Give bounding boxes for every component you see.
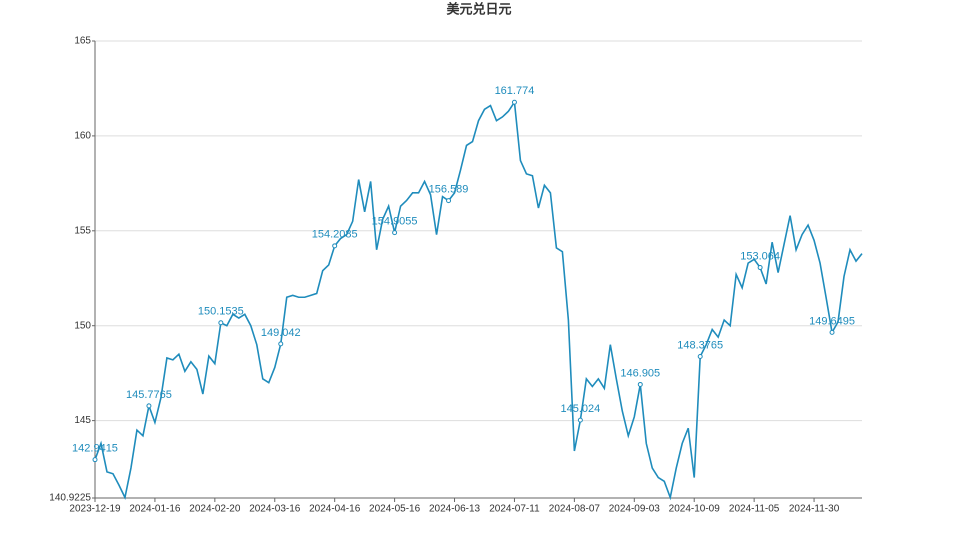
point	[332, 243, 338, 249]
value-label: 156.589	[429, 184, 469, 196]
point	[577, 417, 583, 423]
y-tick-label: 165	[74, 36, 91, 47]
value-label: 149.042	[261, 327, 301, 339]
value-label: 150.1535	[198, 306, 244, 318]
value-label: 142.9415	[72, 443, 118, 455]
x-tick-label: 2024-04-16	[309, 504, 361, 515]
value-label: 146.905	[620, 367, 660, 379]
y-tick-label: 145	[74, 415, 91, 426]
x-tick-label: 2024-03-16	[249, 504, 301, 515]
point	[637, 381, 643, 387]
y-tick-label: 160	[74, 131, 91, 142]
value-label: 153.064	[740, 250, 780, 262]
x-tick-label: 2024-10-09	[669, 504, 721, 515]
x-tick-label: 2024-05-16	[369, 504, 421, 515]
x-tick-label: 2024-11-05	[729, 504, 780, 515]
x-tick-label: 2024-08-07	[549, 504, 601, 515]
value-label: 154.2085	[312, 229, 358, 241]
x-tick-label: 2024-02-20	[189, 504, 241, 515]
point	[92, 457, 98, 463]
x-tick-label: 2023-12-19	[69, 504, 121, 515]
y-tick-label: 140.9225	[49, 493, 91, 504]
point	[446, 198, 452, 204]
value-label: 161.774	[495, 85, 535, 97]
point	[697, 354, 703, 360]
value-label: 145.7765	[126, 389, 172, 401]
value-label: 154.9055	[372, 216, 418, 228]
point	[757, 265, 763, 271]
point	[829, 329, 835, 335]
x-tick-label: 2024-01-16	[129, 504, 181, 515]
y-tick-label: 155	[74, 225, 91, 236]
y-tick-label: 150	[74, 320, 91, 331]
x-tick-label: 2024-06-13	[429, 504, 481, 515]
x-tick-label: 2024-09-03	[609, 504, 661, 515]
value-label: 148.3765	[677, 339, 723, 351]
value-label: 149.6495	[809, 315, 855, 327]
x-tick-label: 2024-11-30	[789, 504, 840, 515]
point	[392, 230, 398, 236]
value-label: 145.024	[560, 403, 600, 415]
point	[278, 341, 284, 347]
point	[146, 403, 152, 409]
x-tick-label: 2024-07-11	[489, 504, 540, 515]
point	[218, 320, 224, 326]
point	[511, 99, 517, 105]
chart-title: 美元兑日元	[446, 1, 511, 16]
line	[94, 99, 863, 501]
